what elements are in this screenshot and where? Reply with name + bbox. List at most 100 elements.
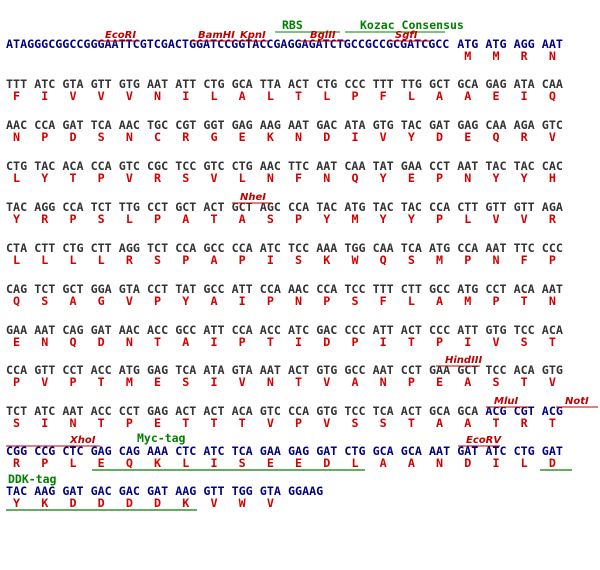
- codon: CCT: [401, 363, 422, 377]
- codon: ATG: [457, 282, 478, 296]
- codon: CCA: [62, 200, 83, 214]
- codon: AAT: [542, 37, 563, 51]
- codon: AAC: [6, 118, 27, 132]
- codon: GTG: [316, 363, 337, 377]
- amino-acid: A: [239, 89, 246, 103]
- codon: GAG: [91, 444, 112, 458]
- amino-acid: R: [549, 212, 557, 226]
- codon: GCA: [457, 404, 478, 418]
- amino-acid: R: [521, 130, 529, 144]
- codon: CAC: [542, 159, 563, 173]
- amino-acid: R: [521, 49, 529, 63]
- amino-acid: V: [210, 496, 217, 510]
- codon: AAT: [288, 118, 309, 132]
- amino-acid: T: [239, 416, 246, 430]
- codon: ACA: [542, 323, 563, 337]
- amino-acid: R: [41, 212, 49, 226]
- amino-acid: N: [267, 171, 274, 185]
- amino-acid: P: [69, 375, 76, 389]
- amino-acid: A: [436, 89, 443, 103]
- codon: AAT: [485, 241, 506, 255]
- amino-acid: I: [239, 294, 246, 308]
- amino-acid: P: [98, 171, 105, 185]
- amino-acid: V: [69, 89, 76, 103]
- amino-acid: G: [210, 130, 217, 144]
- amino-acid: Q: [126, 456, 133, 470]
- amino-acid: N: [267, 375, 274, 389]
- amino-acid: P: [351, 89, 358, 103]
- codon: GAA: [260, 444, 281, 458]
- codon: AAT: [542, 282, 563, 296]
- amino-acid: G: [98, 294, 105, 308]
- amino-acid: V: [492, 335, 499, 349]
- codon: AGG: [119, 241, 140, 255]
- codon: CTG: [203, 77, 224, 91]
- amino-acid: I: [182, 89, 189, 103]
- codon: ATC: [485, 444, 506, 458]
- codon: GAG: [288, 444, 309, 458]
- codon: GCT: [429, 77, 450, 91]
- codon: TAC: [401, 118, 422, 132]
- amino-acid: L: [267, 89, 274, 103]
- codon: AGG: [34, 200, 55, 214]
- amino-acid: T: [98, 416, 105, 430]
- amino-acid: S: [351, 294, 358, 308]
- amino-acid: S: [380, 416, 387, 430]
- amino-acid: R: [126, 253, 134, 267]
- codon: AGA: [514, 118, 535, 132]
- amino-acid: P: [464, 253, 471, 267]
- codon: TTC: [514, 241, 535, 255]
- amino-acid: Y: [408, 212, 415, 226]
- amino-acid: T: [69, 171, 76, 185]
- amino-acid: S: [182, 375, 189, 389]
- amino-acid: V: [323, 375, 330, 389]
- amino-acid: P: [239, 253, 246, 267]
- codon: CTG: [344, 444, 365, 458]
- codon: GGAAG: [288, 484, 323, 498]
- codon: GAT: [91, 323, 112, 337]
- codon: ATC: [34, 404, 55, 418]
- codon: ACC: [91, 404, 112, 418]
- codon: TCA: [175, 363, 196, 377]
- amino-acid: L: [323, 89, 330, 103]
- amino-acid: D: [436, 130, 443, 144]
- codon: ACA: [62, 159, 83, 173]
- codon: AAC: [288, 282, 309, 296]
- codon: TTT: [373, 77, 394, 91]
- codon: CTA: [6, 241, 27, 255]
- amino-acid: Y: [492, 171, 499, 185]
- amino-acid: E: [408, 171, 415, 185]
- amino-acid: T: [98, 375, 105, 389]
- codon: ACT: [203, 200, 224, 214]
- codon: CTG: [316, 77, 337, 91]
- amino-acid: A: [69, 294, 76, 308]
- amino-acid: T: [295, 89, 302, 103]
- codon: ATA: [344, 118, 365, 132]
- codon: ATG: [344, 200, 365, 214]
- codon: CCC: [542, 241, 563, 255]
- amino-acid: K: [323, 253, 330, 267]
- codon: GCC: [203, 282, 224, 296]
- amino-acid: N: [69, 416, 76, 430]
- amino-acid: A: [210, 294, 217, 308]
- codon: GAT: [62, 118, 83, 132]
- amino-acid: M: [436, 253, 443, 267]
- codon: ACA: [514, 282, 535, 296]
- codon: CCA: [260, 282, 281, 296]
- amino-acid: N: [126, 335, 133, 349]
- site-label: KpnI: [240, 30, 266, 41]
- amino-acid: E: [267, 456, 274, 470]
- amino-acid: L: [521, 456, 528, 470]
- amino-acid: T: [295, 375, 302, 389]
- codon: GCC: [429, 282, 450, 296]
- codon: ACC: [260, 323, 281, 337]
- amino-acid: S: [41, 294, 48, 308]
- codon: CCA: [232, 241, 253, 255]
- amino-acid: P: [13, 375, 20, 389]
- amino-acid: D: [323, 456, 330, 470]
- amino-acid: N: [154, 89, 161, 103]
- codon: TAT: [175, 282, 196, 296]
- amino-acid: A: [464, 89, 471, 103]
- amino-acid: L: [408, 89, 415, 103]
- amino-acid: V: [126, 89, 133, 103]
